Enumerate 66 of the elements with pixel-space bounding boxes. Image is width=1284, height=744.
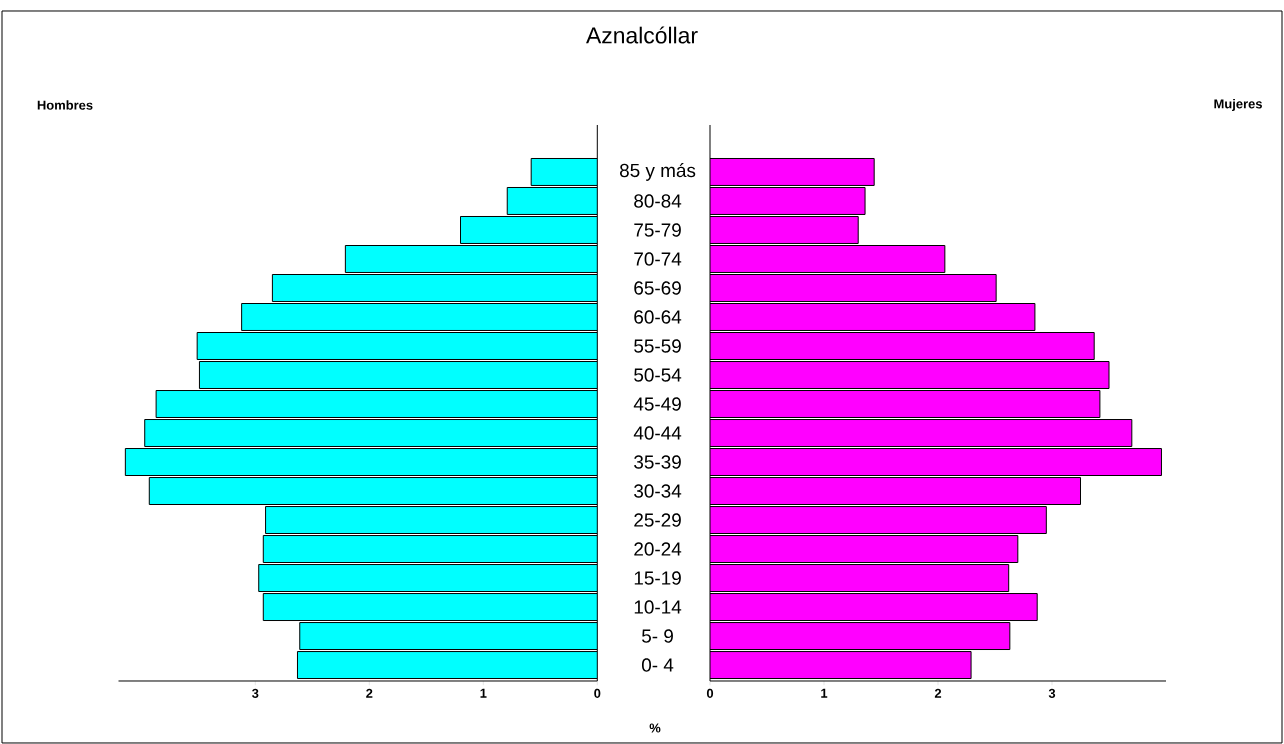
- x-tick-label: 3: [1048, 688, 1056, 698]
- y-tick-label: 10-14: [634, 600, 682, 614]
- x-tick-label: 0: [706, 688, 714, 698]
- x-axis-title: %: [649, 723, 661, 733]
- bar: [271, 274, 598, 302]
- y-tick-label: 45-49: [633, 397, 681, 411]
- text: Mujeres: [1214, 98, 1262, 112]
- bar: [530, 157, 598, 186]
- bar: [710, 564, 1010, 593]
- x-tick-label: 2: [366, 688, 373, 698]
- y-tick-label: 40-44: [633, 426, 682, 440]
- bar: [710, 506, 1047, 535]
- y-tick-label: 15-19: [634, 571, 681, 585]
- bar: [710, 186, 866, 215]
- y-tick-label: 0- 4: [641, 658, 674, 672]
- bar: [710, 535, 1019, 564]
- bar: [710, 593, 1038, 622]
- bar: [299, 622, 598, 651]
- bar: [258, 564, 598, 593]
- bar: [710, 477, 1082, 505]
- y-tick-label: 55-59: [634, 339, 681, 353]
- bar: [710, 651, 972, 680]
- text: Hombres: [37, 100, 93, 110]
- bar: [124, 448, 598, 476]
- bar: [344, 245, 598, 273]
- bar: [241, 303, 598, 331]
- y-tick-label: 75-79: [634, 223, 681, 237]
- y-tick-label: 30-34: [634, 484, 682, 498]
- chart-title: Aznalcóllar: [586, 26, 698, 44]
- bar: [710, 419, 1133, 447]
- bar: [710, 216, 859, 244]
- bar: [710, 390, 1101, 418]
- bar: [710, 274, 997, 302]
- x-tick-label: 0: [594, 688, 601, 698]
- bar: [710, 332, 1095, 360]
- bar: [155, 390, 598, 418]
- x-tick-label: 2: [934, 688, 942, 698]
- y-tick-label: 65-69: [634, 281, 681, 295]
- x-tick-label: 3: [252, 688, 259, 698]
- y-tick-label: 60-64: [634, 310, 682, 324]
- bar: [296, 651, 598, 680]
- bar: [710, 157, 875, 186]
- x-tick-label: 1: [480, 688, 487, 698]
- bar: [710, 245, 946, 273]
- y-tick-label: 85 y más: [619, 163, 696, 181]
- bar: [710, 361, 1110, 389]
- y-tick-label: 80-84: [634, 194, 682, 208]
- bar: [262, 535, 598, 564]
- y-tick-label: 20-24: [634, 542, 682, 556]
- y-tick-label: 70-74: [634, 252, 682, 266]
- x-tick-label: 1: [821, 688, 828, 698]
- bar: [144, 419, 598, 447]
- y-tick-label: 50-54: [634, 368, 682, 382]
- y-tick-label: 5- 9: [642, 629, 673, 643]
- bar: [198, 361, 598, 389]
- y-tick-label: 25-29: [634, 513, 681, 527]
- bar: [710, 448, 1162, 476]
- bar: [265, 506, 598, 535]
- bar: [710, 303, 1036, 331]
- bar: [262, 593, 598, 622]
- bar: [710, 622, 1011, 651]
- bar: [506, 186, 598, 215]
- bar: [196, 332, 598, 360]
- bar: [460, 216, 598, 244]
- y-tick-label: 35-39: [634, 455, 681, 469]
- bar: [148, 477, 598, 505]
